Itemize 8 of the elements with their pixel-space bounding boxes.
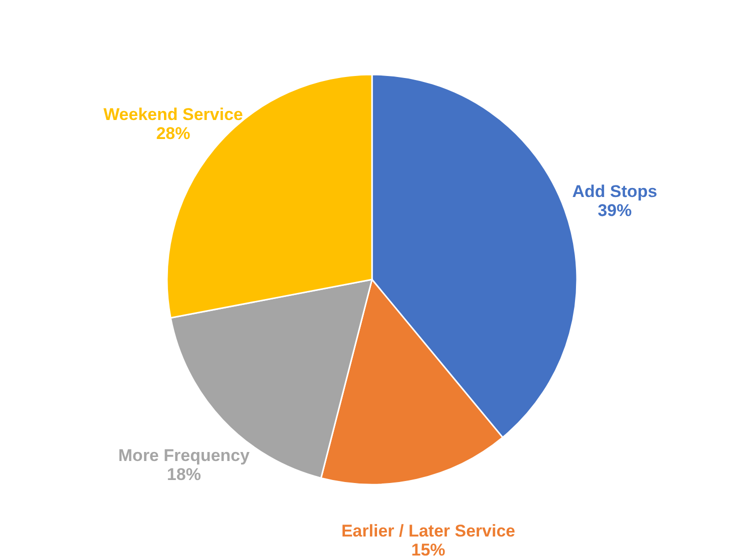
slice-label: More Frequency	[118, 446, 250, 466]
data-label: 18%	[166, 465, 201, 484]
slice-label: Add Stops	[572, 182, 658, 202]
slice-label: Earlier / Later Service	[341, 521, 516, 540]
data-label: 28%	[156, 124, 190, 144]
slice-label: Weekend Service	[103, 105, 243, 124]
data-label: 15%	[411, 540, 446, 559]
data-label: 39%	[598, 201, 632, 220]
